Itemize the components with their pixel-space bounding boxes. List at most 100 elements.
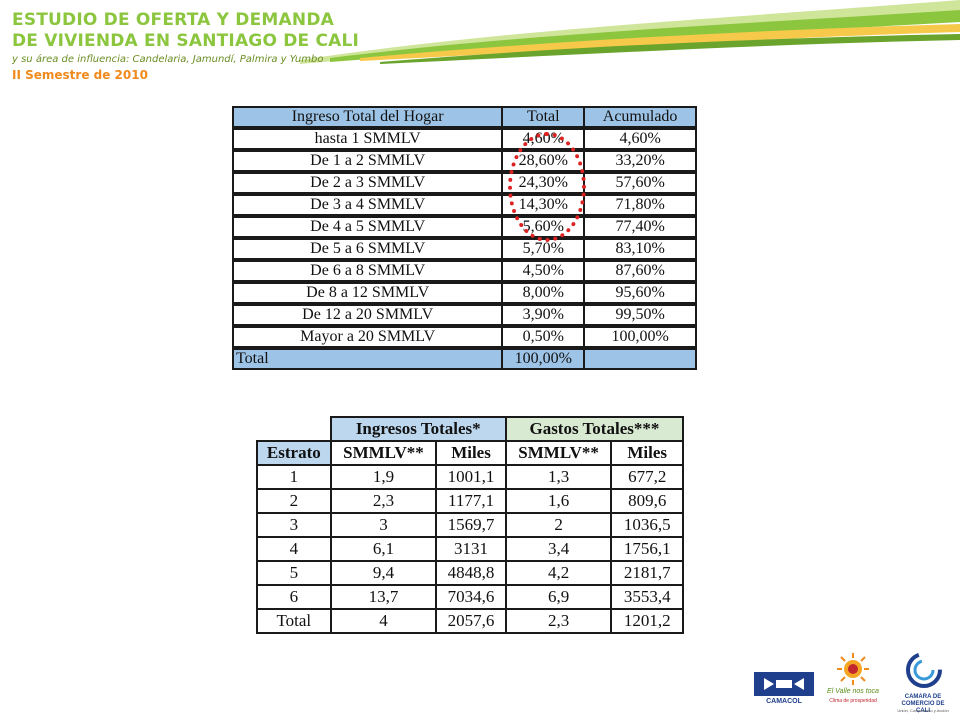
table2-cell-estrato: 1 [256,464,332,490]
table1-cell-acumulado: 95,60% [583,282,697,304]
table1-gap-cell [583,170,697,174]
table2-cell-estrato: 2 [256,488,332,514]
table2-col-miles-gastos: Miles [610,440,684,466]
table1-row: De 6 a 8 SMMLV 4,50% 87,60% [231,260,697,282]
table2-cell-smmlv-ingresos: 3 [329,512,438,538]
table1-gap-cell [583,302,697,306]
table2-cell-smmlv-ingresos: 4 [329,608,438,634]
table1-row-gap [231,324,697,328]
table1-gap-cell [583,214,697,218]
table2-col-estrato: Estrato [256,440,332,466]
table2-cell-smmlv-ingresos: 2,3 [329,488,438,514]
table1-cell-acumulado: 77,40% [583,216,697,238]
table2-row: 1 1,9 1001,1 1,3 677,2 [256,464,684,490]
table2-cell-miles-ingresos: 1001,1 [435,464,507,490]
table1-cell-acumulado: 100,00% [583,326,697,348]
table1-row: Mayor a 20 SMMLV 0,50% 100,00% [231,326,697,348]
table1-cell-range: De 12 a 20 SMMLV [231,304,504,326]
table2-group-header-row: Ingresos Totales* Gastos Totales*** [257,416,685,442]
header-subtitle: y su área de influencia: Candelaria, Jam… [12,54,324,65]
table1-col-total: Total [501,106,586,128]
table2-row: 3 3 1569,7 2 1036,5 [256,512,684,538]
table1-gap-cell [231,280,504,284]
table2-cell-smmlv-gastos: 2 [504,512,613,538]
table2-cell-miles-gastos: 2181,7 [610,560,684,586]
table2-cell-smmlv-ingresos: 6,1 [329,536,438,562]
table1-header-row: Ingreso Total del Hogar Total Acumulado [231,106,697,128]
table1-cell-total: 8,00% [501,282,586,304]
table2-group-gastos: Gastos Totales*** [504,416,685,442]
table2-cell-smmlv-gastos: 1,6 [504,488,613,514]
table2-cell-miles-ingresos: 4848,8 [435,560,507,586]
table2-row: 6 13,7 7034,6 6,9 3553,4 [256,584,684,610]
table2-cell-miles-gastos: 1201,2 [610,608,684,634]
table1-row: De 4 a 5 SMMLV 5,60% 77,40% [231,216,697,238]
ccc-logo-subtext: Unión, Compromiso y Acción [897,708,949,713]
table1-cell-acumulado: 33,20% [583,150,697,172]
table1-gap-cell [231,302,504,306]
table2-cell-estrato: 3 [256,512,332,538]
valle-sun-icon [837,653,869,685]
table1-row: hasta 1 SMMLV 4,60% 4,60% [231,128,697,150]
footer-logos: CAMACOL El Valle nos toca Clima de prosp… [754,650,954,714]
table1-cell-range: De 1 a 2 SMMLV [231,150,504,172]
camacol-logo-text: CAMACOL [766,698,802,705]
table1-row: De 8 a 12 SMMLV 8,00% 95,60% [231,282,697,304]
table2-cell-smmlv-gastos: 2,3 [504,608,613,634]
table1-gap-cell [501,346,586,350]
table1-cell-range: De 3 a 4 SMMLV [231,194,504,216]
table1-col-acumulado: Acumulado [583,106,697,128]
table2-cell-miles-gastos: 809,6 [610,488,684,514]
table1-gap-cell [231,236,504,240]
table2-col-smmlv-ingresos: SMMLV** [329,440,438,466]
table2-group-ingresos: Ingresos Totales* [329,416,507,442]
table1-gap-cell [583,236,697,240]
table2-row: 5 9,4 4848,8 4,2 2181,7 [256,560,684,586]
table1-row-gap [231,280,697,284]
table2-col-smmlv-gastos: SMMLV** [504,440,613,466]
table1-total-value: 100,00% [501,348,586,370]
table2-cell-smmlv-gastos: 6,9 [504,584,613,610]
table1-col-ingreso: Ingreso Total del Hogar [231,106,504,128]
table1-gap-cell [231,214,504,218]
table2-cell-estrato: 5 [256,560,332,586]
table2-cell-smmlv-ingresos: 13,7 [329,584,438,610]
table1-row-gap [231,302,697,306]
income-expense-by-stratum-table: Ingresos Totales* Gastos Totales*** Estr… [256,416,685,634]
table1-total-row: Total 100,00% [231,348,697,370]
table2-cell-miles-ingresos: 7034,6 [435,584,507,610]
table2-cell-estrato: 6 [256,584,332,610]
table2-column-header-row: Estrato SMMLV** Miles SMMLV** Miles [256,440,684,466]
valle-logo-text: El Valle nos toca [827,688,879,695]
table2-cell-miles-ingresos: 3131 [435,536,507,562]
ccc-logo-text: CAMARA DE COMERCIO DE CALI [901,694,945,714]
table1-cell-total: 5,70% [501,238,586,260]
table1-row-gap [231,258,697,262]
table2-cell-miles-gastos: 1756,1 [610,536,684,562]
table1-gap-cell [231,346,504,350]
table2-cell-miles-ingresos: 1569,7 [435,512,507,538]
table1-gap-cell [583,280,697,284]
table1-gap-cell [583,346,697,350]
table1-cell-range: De 6 a 8 SMMLV [231,260,504,282]
table1-row: De 5 a 6 SMMLV 5,70% 83,10% [231,238,697,260]
table2-cell-smmlv-gastos: 4,2 [504,560,613,586]
camacol-logo [754,672,814,696]
table1-cell-range: De 8 a 12 SMMLV [231,282,504,304]
table1-total-acumulado [583,348,697,370]
table1-row: De 3 a 4 SMMLV 14,30% 71,80% [231,194,697,216]
table1-gap-cell [583,148,697,152]
table2-cell-miles-gastos: 3553,4 [610,584,684,610]
income-distribution-table: Ingreso Total del Hogar Total Acumulado has… [231,106,697,370]
highlight-dotted-circle [508,132,586,242]
table1-cell-acumulado: 57,60% [583,172,697,194]
header-wave-decoration [300,0,960,64]
table2-cell-miles-ingresos: 1177,1 [435,488,507,514]
table1-cell-range: De 5 a 6 SMMLV [231,238,504,260]
table2-col-miles-ingresos: Miles [435,440,507,466]
table1-cell-range: hasta 1 SMMLV [231,128,504,150]
table1-row-gap [231,126,697,130]
table2-row: Total 4 2057,6 2,3 1201,2 [256,608,684,634]
header-period: II Semestre de 2010 [12,68,148,82]
table2-row: 2 2,3 1177,1 1,6 809,6 [256,488,684,514]
